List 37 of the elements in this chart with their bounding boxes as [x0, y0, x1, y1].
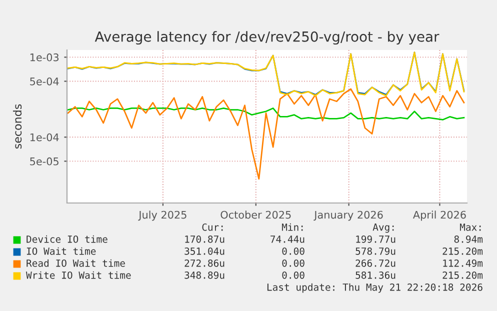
text: 348.89u — [184, 271, 224, 279]
text: 112.49m — [443, 259, 483, 267]
x-tick-label: April 2026 — [412, 210, 466, 221]
y-tick-label: 5e-04 — [30, 77, 59, 86]
text: Last update: Thu May 21 22:20:18 2026 — [267, 283, 482, 293]
y-axis-title: seconds — [13, 104, 22, 149]
x-tick-label: July 2025 — [138, 210, 186, 221]
line-series — [67, 108, 465, 120]
legend-label: IO Wait time — [26, 247, 96, 255]
text: 215.20m — [442, 247, 483, 255]
text: Cur: — [202, 223, 223, 231]
text: 0.00 — [282, 247, 304, 255]
legend-label: Device IO time — [26, 235, 108, 243]
legend-label: Write IO Wait time — [26, 271, 131, 279]
text: 74.44u — [270, 236, 304, 243]
text: Max: — [460, 224, 481, 231]
text: 272.86u — [184, 259, 224, 267]
text: 0.00 — [282, 271, 304, 279]
x-tick-label: October 2025 — [220, 210, 291, 219]
text: 266.72u — [356, 259, 396, 267]
text: 581.36u — [356, 271, 396, 279]
text: Avg: — [372, 224, 394, 233]
legend-label: Read IO Wait time — [26, 259, 125, 267]
y-tick-label: 5e-05 — [30, 157, 58, 166]
text: 578.79u — [356, 247, 396, 255]
y-tick-label: 1e-03 — [30, 53, 59, 62]
text: 0.00 — [282, 259, 304, 267]
x-tick-label: January 2026 — [314, 210, 383, 221]
text: 8.94m — [454, 235, 483, 243]
text: 215.20m — [442, 271, 483, 279]
y-tick-label: 1e-04 — [30, 133, 59, 142]
text: 170.87u — [185, 235, 224, 243]
text: 199.77u — [356, 235, 396, 243]
text: Min: — [282, 223, 303, 231]
text: 351.04u — [184, 247, 224, 255]
line-series — [67, 88, 465, 180]
chart-title: Average latency for /dev/rev250-vg/root - by year — [94, 31, 440, 45]
